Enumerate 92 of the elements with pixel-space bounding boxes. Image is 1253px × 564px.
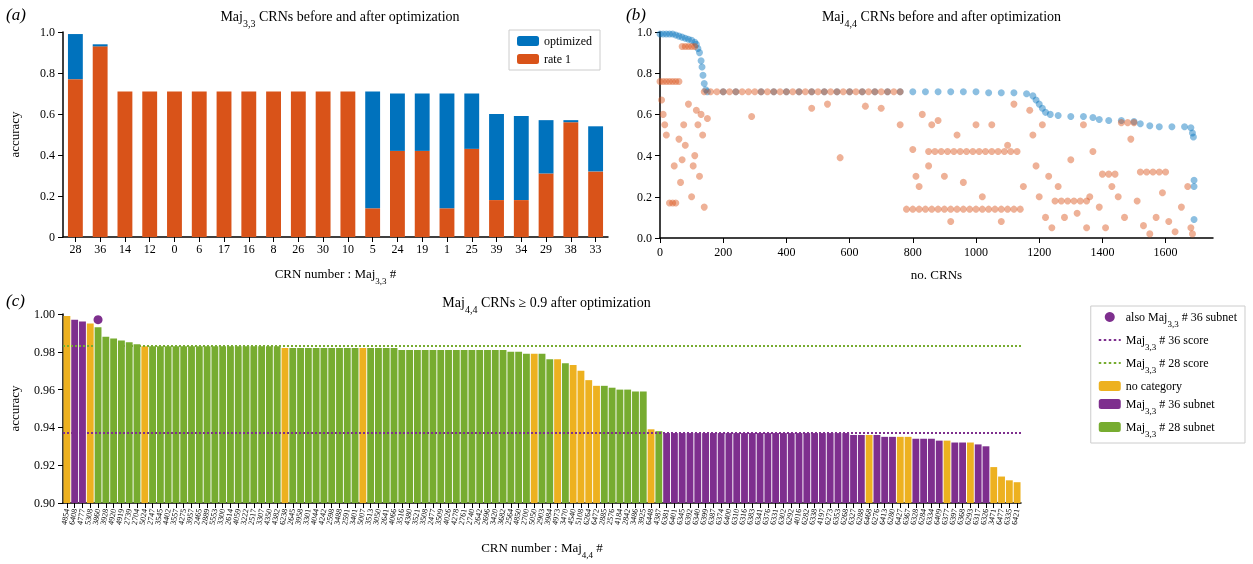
x-tick-label: 36: [94, 242, 107, 256]
y-tick-label: 0.0: [637, 231, 652, 245]
x-tick-label: 400: [777, 245, 796, 259]
x-tick-label: 29: [540, 242, 553, 256]
x-tick-label: 34: [515, 242, 528, 256]
legend-label: optimized: [544, 34, 593, 48]
y-tick-label: 1.0: [637, 25, 652, 39]
y-tick-label: 0.4: [637, 148, 652, 163]
bar: [588, 171, 604, 237]
bar: [117, 91, 133, 237]
x-tick-label: 28: [69, 242, 82, 256]
bar: [266, 91, 281, 237]
x-tick-label: 8: [270, 242, 277, 256]
bar: [489, 200, 504, 237]
bar: [464, 93, 480, 149]
bar: [563, 122, 579, 237]
y-tick-label: 0.8: [637, 66, 652, 81]
y-axis-title: accuracy: [7, 384, 22, 432]
bar: [167, 91, 182, 237]
y-tick-label: 0.6: [40, 107, 55, 121]
bar: [241, 91, 257, 237]
x-tick-label: 600: [840, 245, 859, 259]
text: (b): [626, 5, 647, 24]
y-tick-label: 1.00: [34, 307, 55, 321]
bar: [390, 93, 405, 151]
bar: [365, 208, 381, 237]
legend-label: no category: [1125, 379, 1183, 393]
bar: [92, 46, 108, 237]
x-tick-label: 19: [416, 242, 429, 256]
y-tick-label: 0.92: [34, 458, 55, 473]
x-tick-label: 17: [218, 242, 231, 256]
x-tick-label: 26: [292, 242, 305, 256]
y-tick-label: 0.94: [34, 420, 55, 435]
x-tick-label: 14: [118, 242, 131, 256]
y-tick-label: 0: [49, 230, 55, 244]
bar: [489, 114, 504, 201]
x-tick-label: 1400: [1090, 245, 1115, 259]
y-axis-title: accuracy: [7, 110, 22, 158]
y-tick-label: 0.8: [40, 66, 55, 80]
x-tick-label: 800: [903, 245, 922, 259]
bar: [538, 173, 554, 237]
x-tick-label: 1600: [1153, 245, 1178, 259]
x-tick-label: 200: [714, 245, 733, 259]
x-tick-label: 24: [391, 242, 404, 256]
x-axis-title: no. CRNs: [910, 267, 963, 282]
y-tick-label: 0.2: [40, 189, 55, 203]
legend-label: rate 1: [544, 52, 571, 66]
bar: [142, 91, 158, 237]
y-tick-label: 0.6: [637, 107, 652, 122]
x-tick-label: 1000: [964, 245, 988, 259]
x-tick-label: 16: [242, 242, 255, 256]
text: (a): [6, 5, 27, 24]
y-tick-label: 0.98: [34, 344, 55, 359]
bar: [563, 120, 579, 123]
bar: [439, 208, 455, 237]
y-tick-label: 0.96: [34, 382, 55, 397]
x-tick-label: 1: [443, 242, 450, 256]
y-tick-label: 0.90: [34, 496, 55, 510]
bar: [340, 91, 356, 237]
bar: [439, 93, 455, 209]
x-tick-label: 25: [465, 242, 478, 256]
y-tick-label: 0.4: [40, 148, 55, 162]
bar: [390, 150, 405, 237]
x-tick-label: 0: [171, 242, 178, 256]
bar: [414, 150, 430, 237]
y-tick-label: 0.2: [637, 189, 652, 204]
x-tick-label: 38: [564, 242, 577, 256]
bar: [67, 34, 83, 80]
y-tick-label: 1.0: [40, 25, 55, 39]
bar: [414, 93, 430, 151]
bar: [538, 120, 554, 174]
bar: [513, 200, 529, 237]
bar: [513, 116, 529, 201]
x-tick-label: 33: [589, 242, 602, 256]
bar: [67, 79, 83, 237]
x-tick-label: 0: [657, 245, 663, 259]
bar: [92, 44, 108, 47]
x-tick-label: 30: [317, 242, 330, 256]
x-tick-label: 5: [369, 242, 376, 256]
x-tick-label: 39: [490, 242, 503, 256]
x-tick-label: 12: [143, 242, 156, 256]
bar: [464, 148, 480, 237]
x-tick-label: 10: [341, 242, 354, 256]
bar: [290, 91, 306, 237]
bar: [191, 91, 207, 237]
bar: [216, 91, 232, 237]
x-tick-label: 1200: [1027, 245, 1052, 259]
bar: [315, 91, 331, 237]
bar: [588, 126, 604, 172]
text: (c): [6, 291, 26, 310]
x-tick-label: 6: [196, 242, 203, 256]
bar: [365, 91, 381, 209]
